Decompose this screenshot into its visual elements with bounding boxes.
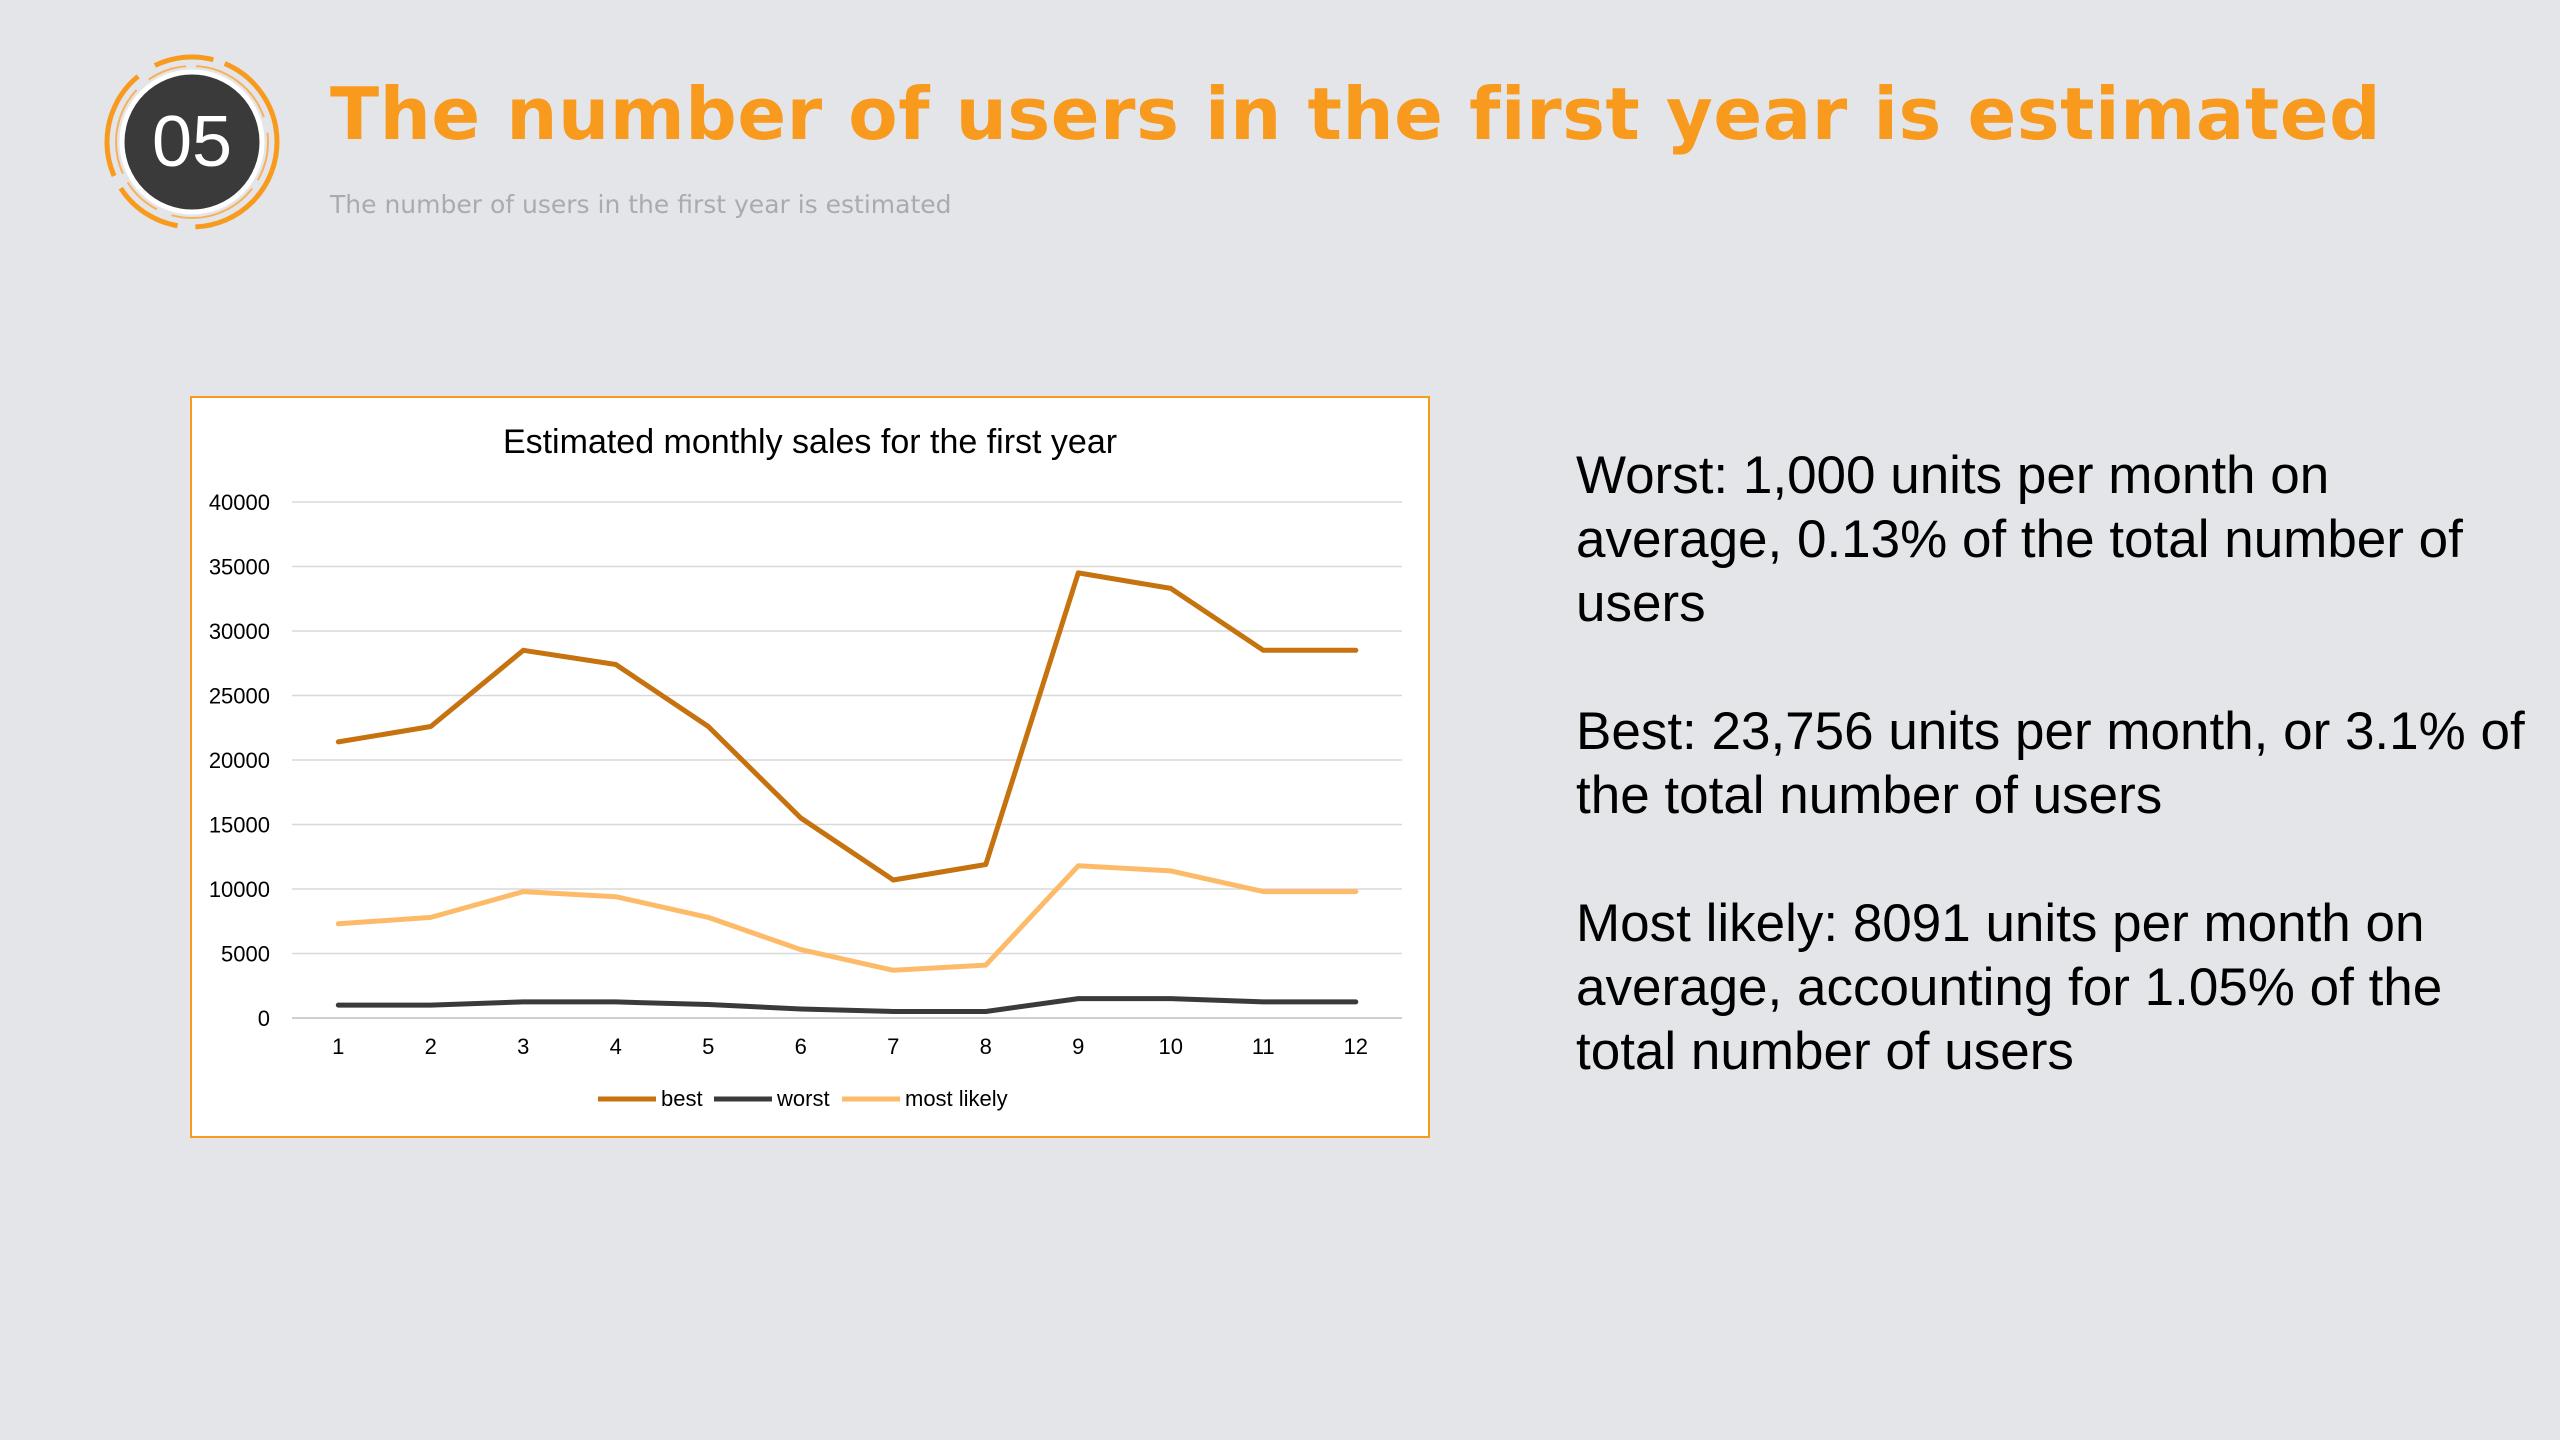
legend-label: best	[661, 1086, 703, 1111]
y-tick-label: 0	[258, 1006, 270, 1031]
x-tick-label: 5	[702, 1034, 714, 1059]
y-tick-label: 20000	[209, 748, 270, 773]
x-tick-label: 6	[795, 1034, 807, 1059]
series-line-worst	[335, 996, 1359, 1014]
x-tick-label: 12	[1344, 1034, 1368, 1059]
series-line-most-likely	[335, 863, 1359, 973]
badge-number: 05	[151, 102, 233, 182]
note-best: Best: 23,756 units per month, or 3.1% of…	[1576, 702, 2525, 825]
x-tick-label: 1	[332, 1034, 344, 1059]
note-most-likely: Most likely: 8091 units per month on ave…	[1576, 894, 2443, 1081]
line-chart: Estimated monthly sales for the first ye…	[190, 396, 1430, 1138]
x-tick-label: 10	[1159, 1034, 1183, 1059]
x-tick-label: 2	[425, 1034, 437, 1059]
y-tick-label: 30000	[209, 619, 270, 644]
y-tick-label: 35000	[209, 555, 270, 580]
chart-title: Estimated monthly sales for the first ye…	[503, 423, 1117, 461]
x-tick-label: 9	[1072, 1034, 1084, 1059]
notes-panel: Worst: 1,000 units per month on average,…	[1576, 444, 2536, 1148]
legend-label: most likely	[905, 1086, 1008, 1111]
note-worst: Worst: 1,000 units per month on average,…	[1576, 446, 2463, 633]
section-badge: 05	[98, 48, 286, 236]
y-tick-label: 10000	[209, 877, 270, 902]
y-tick-label: 15000	[209, 813, 270, 838]
page-subtitle: The number of users in the first year is…	[330, 190, 952, 219]
x-tick-label: 3	[517, 1034, 529, 1059]
x-tick-label: 11	[1252, 1034, 1275, 1059]
page-title: The number of users in the first year is…	[330, 72, 2382, 156]
x-tick-label: 7	[887, 1034, 899, 1059]
series-line-best	[335, 570, 1359, 883]
x-tick-label: 8	[980, 1034, 992, 1059]
x-tick-label: 4	[610, 1034, 622, 1059]
badge-ring-icon	[104, 54, 280, 230]
y-tick-label: 40000	[209, 490, 270, 515]
y-tick-label: 5000	[221, 942, 270, 967]
legend-label: worst	[776, 1086, 830, 1111]
y-tick-label: 25000	[209, 684, 270, 709]
chart-svg: Estimated monthly sales for the first ye…	[209, 423, 1402, 1111]
